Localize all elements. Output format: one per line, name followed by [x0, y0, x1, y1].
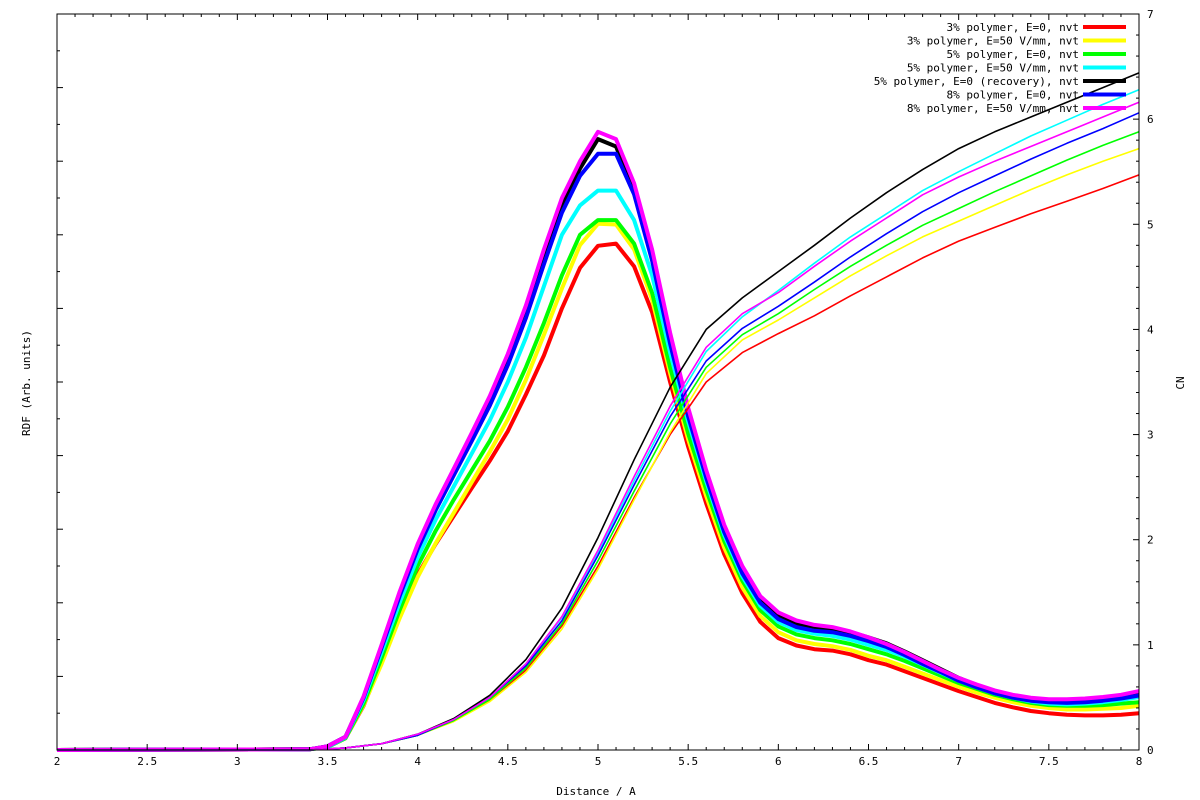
- x-axis-title: Distance / A: [556, 785, 636, 798]
- cn-line-series-6: [57, 112, 1140, 751]
- y2-tick-label: 3: [1147, 429, 1154, 442]
- y2-tick-label: 4: [1147, 323, 1154, 336]
- cn-line-series-7: [57, 101, 1140, 751]
- x-tick-label: 2.5: [137, 755, 157, 768]
- y2-tick-label: 0: [1147, 744, 1154, 757]
- x-tick-label: 7: [955, 755, 962, 768]
- rdf-curves: [56, 129, 1140, 752]
- x-tick-label: 8: [1136, 755, 1143, 768]
- y2-tick-label: 1: [1147, 639, 1154, 652]
- y2-axis-title: CN: [1174, 376, 1187, 389]
- y-axis-title: RDF (Arb. units): [20, 330, 33, 436]
- x-tick-label: 5: [595, 755, 602, 768]
- x-tick-label: 3: [234, 755, 241, 768]
- rdf-line-series-2: [56, 221, 1140, 752]
- legend-label: 3% polymer, E=50 V/mm, nvt: [907, 35, 1079, 48]
- x-tick-label: 3.5: [318, 755, 338, 768]
- legend-label: 5% polymer, E=0, nvt: [947, 48, 1079, 61]
- y2-tick-label: 2: [1147, 534, 1154, 547]
- legend-label: 8% polymer, E=50 V/mm, nvt: [907, 102, 1079, 115]
- x-tick-label: 4: [414, 755, 421, 768]
- x-tick-label: 4.5: [498, 755, 518, 768]
- legend-label: 5% polymer, E=0 (recovery), nvt: [874, 75, 1079, 88]
- y2-tick-label: 5: [1147, 218, 1154, 231]
- x-tick-label: 7.5: [1039, 755, 1059, 768]
- rdf-line-series-7: [56, 129, 1140, 752]
- x-tick-label: 5.5: [678, 755, 698, 768]
- y2-tick-label: 6: [1147, 113, 1154, 126]
- cn-curves: [57, 72, 1140, 751]
- legend-label: 8% polymer, E=0, nvt: [947, 89, 1079, 102]
- x-tick-label: 2: [54, 755, 61, 768]
- legend-label: 3% polymer, E=0, nvt: [947, 21, 1079, 34]
- y2-tick-label: 7: [1147, 8, 1154, 21]
- x-tick-label: 6.5: [859, 755, 879, 768]
- rdf-line-series-6: [56, 151, 1140, 752]
- legend-label: 5% polymer, E=50 V/mm, nvt: [907, 62, 1079, 75]
- axes: 2 2.5 3 3.5 4 4.5 5 5.5 6 6.5 7 7.5 80 1 2 3 4 5 6 7: [54, 8, 1154, 768]
- x-tick-label: 6: [775, 755, 782, 768]
